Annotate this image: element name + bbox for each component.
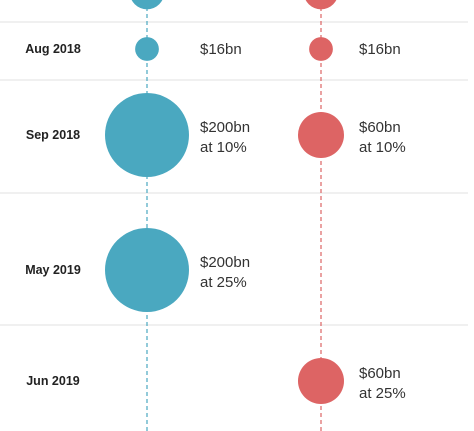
us-bubble [131,0,163,10]
us-value-label: $200bn [200,254,250,271]
china-value-label: $34bn [359,0,401,1]
date-label: Aug 2018 [25,42,81,56]
us-value-label: $34bn [200,0,242,1]
us-rate-label: at 25% [200,274,247,291]
date-label: May 2019 [25,263,81,277]
us-rate-label: at 10% [200,139,247,156]
us-bubble [105,93,189,177]
date-label: Sep 2018 [26,128,80,142]
china-bubble [297,111,345,159]
china-rate-label: at 25% [359,385,406,402]
china-rate-label: at 10% [359,139,406,156]
china-value-label: $16bn [359,41,401,58]
us-value-label: $200bn [200,119,250,136]
us-bubble [105,228,189,312]
us-bubble [135,37,159,61]
china-value-label: $60bn [359,119,401,136]
china-bubble [309,37,333,61]
china-value-label: $60bn [359,365,401,382]
china-bubble [305,0,337,10]
date-label: Jun 2019 [26,374,80,388]
us-value-label: $16bn [200,41,242,58]
china-bubble [297,357,345,405]
